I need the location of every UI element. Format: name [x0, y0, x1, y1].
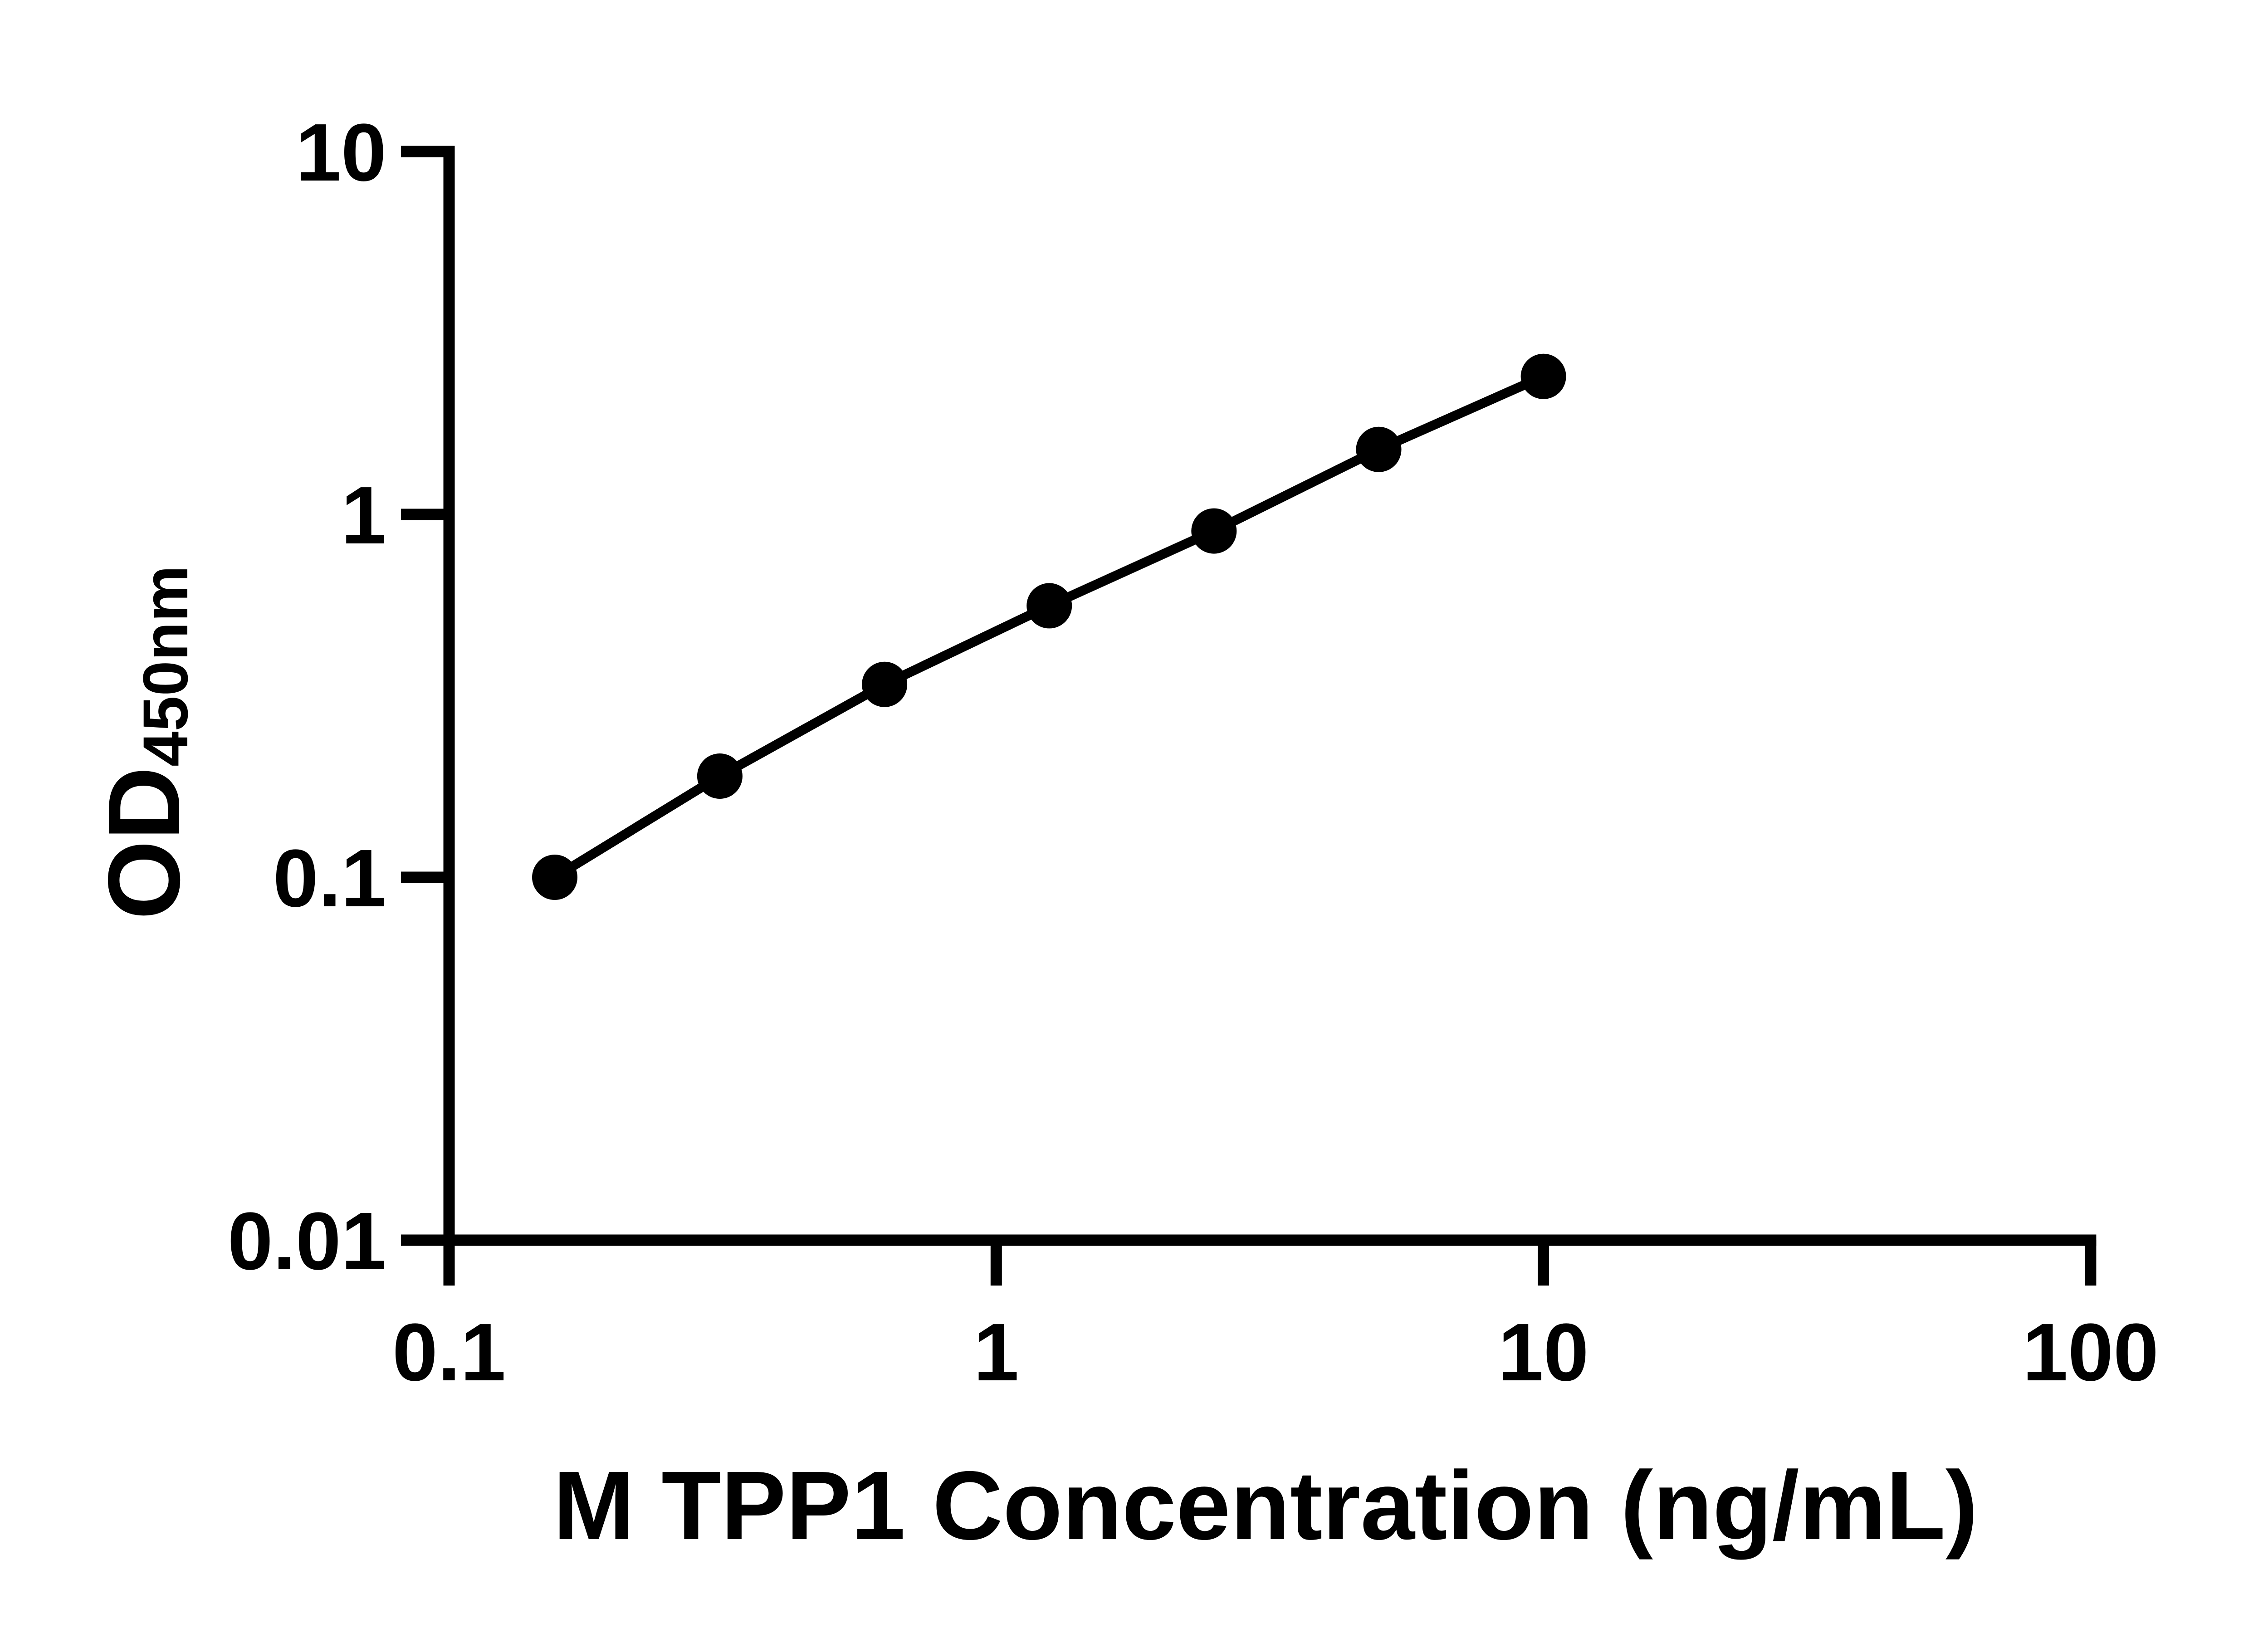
data-point-marker: [1026, 583, 1072, 629]
x-axis-title: M TPP1 Concentration (ng/mL): [553, 1451, 1978, 1560]
y-tick-label: 1: [341, 470, 386, 561]
data-point-marker: [697, 753, 743, 799]
x-tick-label: 100: [2023, 1307, 2159, 1398]
data-point-marker: [532, 855, 577, 900]
ticks-group: [401, 146, 2097, 1286]
y-axis-title-sub: 450nm: [130, 565, 201, 767]
y-tick-label: 10: [296, 107, 386, 198]
data-point-marker: [1520, 353, 1566, 399]
y-tick-label: 0.1: [273, 833, 386, 924]
data-point-marker: [1356, 426, 1402, 472]
y-axis-title: OD450nm: [87, 565, 201, 919]
data-point-marker: [862, 661, 908, 707]
y-axis-title-main: OD: [87, 767, 201, 920]
x-tick-label: 0.1: [392, 1307, 506, 1398]
data-point-marker: [1191, 508, 1237, 554]
axes-group: [443, 146, 2097, 1246]
x-tick-label: 1: [973, 1307, 1019, 1398]
series-group: [532, 353, 1566, 900]
y-tick-label: 0.01: [228, 1196, 386, 1287]
x-tick-label: 10: [1498, 1307, 1589, 1398]
